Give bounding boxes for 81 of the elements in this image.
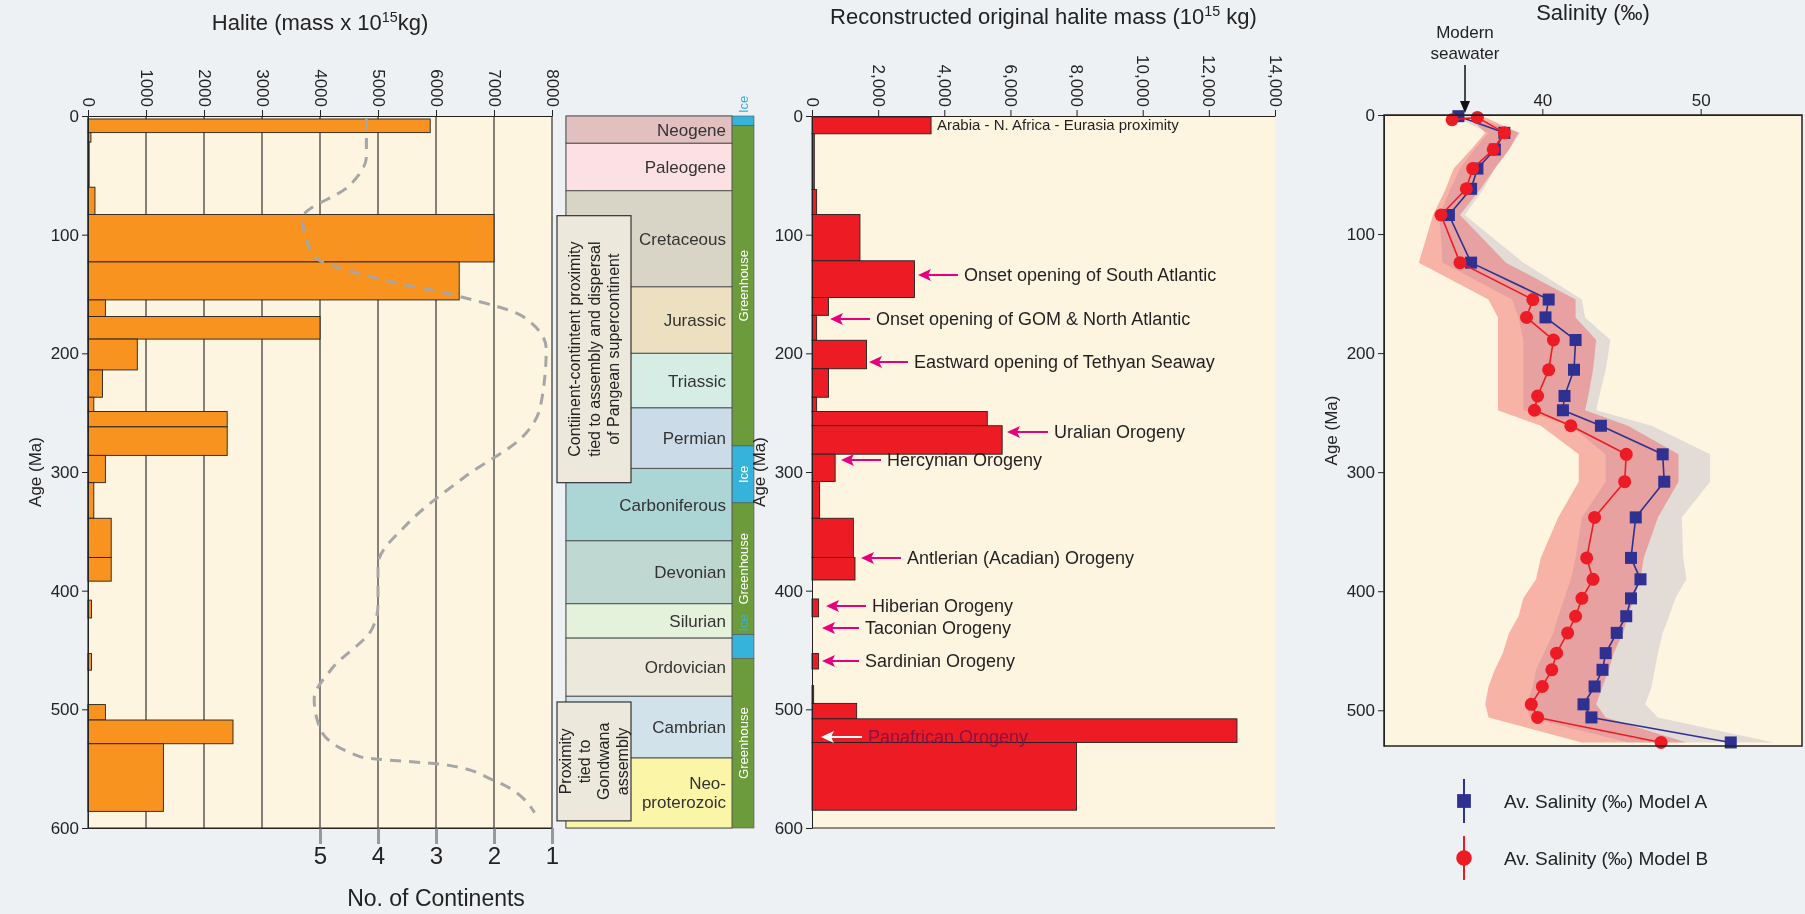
y-tick-label: 200	[50, 344, 79, 364]
y-tick-label: 400	[50, 581, 79, 601]
x2-tick-label: 1	[545, 842, 560, 870]
y-tick-label: 600	[774, 818, 803, 838]
y-tick-label: 300	[50, 462, 79, 482]
y-tick-label: 100	[50, 225, 79, 245]
x-tick-label: 3000	[252, 69, 272, 107]
x-tick-label: 4,000	[934, 64, 954, 107]
x-tick-label: 2000	[194, 69, 214, 107]
band-label: Greenhouse	[735, 249, 751, 322]
x-tick-label: 6000	[426, 69, 446, 107]
y-axis-title: Age (Ma)	[1322, 395, 1341, 466]
annotation: Hiberian Orogeny	[872, 596, 1014, 617]
x-tick-label: 40	[1533, 91, 1553, 110]
x-tick-label: 4000	[310, 69, 330, 107]
x2-tick-label: 3	[429, 842, 444, 870]
y-axis-title: Age (Ma)	[26, 437, 45, 507]
annotation: Arabia - N. Africa - Eurasia proximity	[937, 116, 1180, 134]
annotation: Uralian Orogeny	[1054, 422, 1186, 443]
text: Modern seawater	[1430, 23, 1500, 63]
y-tick-label: 500	[1346, 701, 1375, 721]
y-tick-label: 200	[1346, 344, 1375, 364]
x-tick-label: 12,000	[1199, 55, 1219, 107]
x-tick-label: 6,000	[1000, 64, 1020, 107]
band-label: Greenhouse	[735, 532, 751, 605]
y-tick-label: 600	[50, 818, 79, 838]
x-tick-label: 8000	[542, 69, 562, 107]
series-label: Jurassic	[663, 311, 727, 331]
annotation: Contiinent-contintent proximity tied to assembly and dispersal of Pangean supercontinent	[566, 241, 622, 457]
series-label: Neogene	[656, 120, 726, 140]
series-label: Ordovician	[644, 658, 726, 678]
y-tick-label: 500	[774, 700, 803, 720]
annotation: Eastward opening of Tethyan Seaway	[914, 352, 1215, 373]
annotation: Proximity tied to Gondwana assembly	[556, 722, 632, 801]
y-tick-label: 300	[1346, 463, 1375, 483]
x-tick-label: 14,000	[1265, 55, 1285, 107]
y-tick-label: 300	[774, 462, 803, 482]
x2-tick-label: 2	[487, 842, 502, 870]
x2-axis-title: No. of Continents	[347, 885, 525, 911]
x2-tick-label: 5	[313, 842, 328, 870]
y-tick-label: 100	[1346, 225, 1375, 244]
y-tick-label: 400	[1346, 582, 1375, 602]
series-label: Triassic	[668, 371, 727, 391]
x-tick-label: 0	[78, 97, 98, 107]
x-tick-label: 5000	[368, 69, 388, 107]
series-label: Carboniferous	[619, 495, 726, 515]
annotation: Taconian Orogeny	[865, 618, 1012, 639]
x-axis-title: Reconstructed original halite mass (10$^{15}$ kg)	[830, 3, 1257, 29]
x-tick-label: 10,000	[1133, 55, 1153, 107]
legend-label: Av. Salinity (‰) Model B	[1504, 847, 1709, 869]
band-label: Ice	[735, 465, 751, 484]
band-label: Ice	[735, 614, 751, 632]
y-tick-label: 200	[774, 344, 803, 364]
series-label: Cambrian	[652, 718, 726, 738]
x-tick-label: 7000	[484, 69, 504, 107]
x-axis-title: Salinity (‰)	[1536, 0, 1650, 25]
annotation: Onset opening of GOM & North Atlantic	[876, 309, 1191, 330]
y-tick-label: 500	[50, 700, 79, 720]
x-tick-label: 1000	[136, 69, 156, 107]
annotation: Onset opening of South Atlantic	[964, 265, 1217, 286]
series-label: Neo-proterozoic	[641, 773, 727, 813]
series-label: Silurian	[669, 611, 726, 631]
y-tick-label: 400	[774, 581, 803, 601]
annotation: Sardinian Orogeny	[865, 651, 1016, 672]
x-tick-label: 8,000	[1067, 64, 1087, 107]
annotation: Antlerian (Acadian) Orogeny	[907, 548, 1135, 569]
y-tick-label: 100	[774, 225, 803, 245]
series-label: Devonian	[654, 563, 726, 583]
series-label: Permian	[662, 429, 726, 449]
legend-label: Av. Salinity (‰) Model A	[1504, 790, 1708, 812]
series-label: Cretaceous	[639, 229, 726, 249]
x2-tick-label: 4	[371, 842, 386, 870]
x-tick-label: 2,000	[868, 64, 888, 107]
x-tick-label: 0	[802, 97, 822, 107]
annotation: Hercynian Orogeny	[887, 450, 1043, 471]
series-label: Paleogene	[644, 157, 726, 177]
x-axis-title: Halite (mass x 10$^{15}$kg)	[211, 9, 429, 35]
band-label: Greenhouse	[735, 707, 751, 779]
x-tick-label: 50	[1691, 91, 1711, 110]
band-label: Ice	[735, 95, 751, 113]
y-axis-title: Age (Ma)	[750, 437, 769, 507]
